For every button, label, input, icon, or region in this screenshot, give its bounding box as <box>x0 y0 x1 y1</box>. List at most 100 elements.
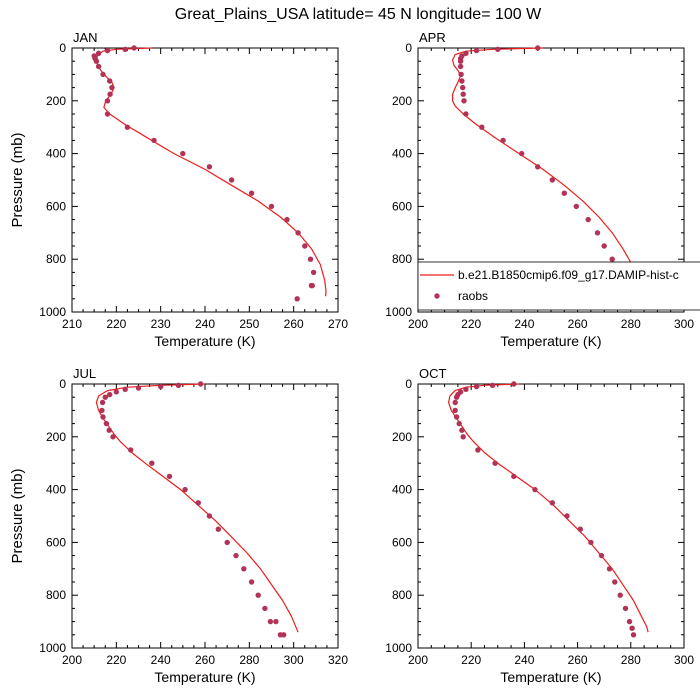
legend-box <box>417 261 700 311</box>
raobs-point <box>195 500 201 506</box>
raobs-point <box>463 386 469 392</box>
raobs-point <box>95 63 102 70</box>
raobs-point <box>453 414 460 420</box>
raobs-point <box>93 58 100 64</box>
raobs-point <box>458 71 464 78</box>
y-tick-label: 800 <box>46 252 66 266</box>
x-tick-label: 240 <box>514 317 534 331</box>
x-tick-label: 240 <box>514 653 534 667</box>
raobs-point <box>612 579 618 585</box>
raobs-point <box>149 460 155 466</box>
panels-group: 210 220 230 240 250 260 270 0 200 400 600 800 1000 JA… <box>9 30 694 685</box>
raobs-point <box>457 63 464 70</box>
y-tick-label: 800 <box>46 588 66 602</box>
raobs-point <box>310 269 317 276</box>
panel-label: JAN <box>73 30 98 45</box>
y-tick-label: 200 <box>392 94 412 108</box>
panel-jan: 210 220 230 240 250 260 270 0 200 400 600 800 1000 JA… <box>9 30 348 349</box>
raobs-point <box>577 526 583 532</box>
panel-oct: 200 220 240 260 280 300 0 200 400 600 800 1000 OCT Te… <box>385 366 694 685</box>
raobs-point <box>452 407 458 414</box>
raobs-point <box>284 216 290 223</box>
x-tick-label: 280 <box>621 653 641 667</box>
raobs-point <box>622 605 629 612</box>
raobs-point <box>206 513 213 519</box>
raobs-point <box>460 434 466 440</box>
y-tick-label: 200 <box>392 430 412 444</box>
x-tick-label: 200 <box>408 653 428 667</box>
raobs-point <box>308 282 315 289</box>
raobs-point <box>294 296 300 302</box>
raobs-point <box>459 427 465 433</box>
x-tick-label: 250 <box>239 317 259 331</box>
raobs-point <box>475 447 481 453</box>
raobs-point <box>479 124 485 130</box>
x-axis-label: Temperature (K) <box>154 669 255 685</box>
y-tick-label: 1000 <box>39 305 66 319</box>
raobs-point <box>135 385 142 391</box>
raobs-point <box>463 50 469 56</box>
model-profile-line <box>452 47 645 297</box>
raobs-point <box>110 434 116 440</box>
plot-frame <box>71 383 339 649</box>
raobs-point <box>122 46 128 52</box>
x-tick-label: 260 <box>284 317 304 331</box>
y-tick-label: 400 <box>392 483 412 497</box>
raobs-point <box>594 230 601 236</box>
panel-label: JUL <box>73 366 96 381</box>
y-tick-label: 600 <box>392 535 412 549</box>
raobs-point <box>248 579 255 585</box>
raobs-point <box>564 513 570 519</box>
raobs-point <box>99 407 105 414</box>
y-tick-label: 400 <box>46 483 66 497</box>
raobs-point <box>549 177 555 183</box>
legend: b.e21.B1850cmip6.f09_g17.DAMIP-hist-crao… <box>417 261 700 311</box>
raobs-point <box>151 137 157 144</box>
legend-obs-label: raobs <box>458 289 488 303</box>
raobs-point <box>609 256 615 262</box>
raobs-point <box>104 47 111 54</box>
raobs-point <box>107 78 113 84</box>
y-tick-label: 200 <box>46 94 66 108</box>
raobs-point <box>617 592 623 598</box>
x-tick-label: 260 <box>195 653 215 667</box>
legend-dot-swatch <box>434 293 440 299</box>
raobs-point <box>224 539 230 546</box>
raobs-point <box>492 460 498 466</box>
x-tick-label: 320 <box>328 653 348 667</box>
x-tick-label: 230 <box>151 317 171 331</box>
raobs-point <box>535 164 541 170</box>
raobs-point <box>549 500 555 506</box>
raobs-point <box>606 566 613 572</box>
x-axis-label: Temperature (K) <box>154 333 255 349</box>
y-axis-label: Pressure (mb) <box>9 132 26 227</box>
raobs-point <box>459 78 465 84</box>
raobs-point <box>461 98 467 104</box>
raobs-point <box>180 150 186 157</box>
x-tick-label: 200 <box>62 653 82 667</box>
raobs-point <box>307 256 314 262</box>
raobs-point <box>295 230 301 236</box>
figure-title: Great_Plains_USA latitude= 45 N longitud… <box>175 6 542 23</box>
raobs-point <box>113 389 120 395</box>
raobs-point <box>473 383 480 390</box>
raobs-point <box>511 473 517 480</box>
raobs-point <box>489 382 496 388</box>
model-profile-line <box>95 47 327 297</box>
legend-model-label: b.e21.B1850cmip6.f09_g17.DAMIP-hist-c <box>458 268 679 282</box>
x-tick-label: 210 <box>62 317 82 331</box>
raobs-point <box>267 618 274 625</box>
raobs-point <box>463 111 469 117</box>
raobs-point <box>233 552 239 559</box>
raobs-point <box>107 391 113 398</box>
raobs-point <box>452 399 458 406</box>
raobs-point <box>255 592 261 598</box>
raobs-point <box>104 98 111 104</box>
raobs-point <box>124 124 131 130</box>
x-axis-label: Temperature (K) <box>500 669 601 685</box>
raobs-point <box>532 486 538 493</box>
x-tick-label: 220 <box>106 653 126 667</box>
x-tick-label: 280 <box>239 653 259 667</box>
raobs-point <box>601 243 607 249</box>
x-axis-label: Temperature (K) <box>500 333 601 349</box>
